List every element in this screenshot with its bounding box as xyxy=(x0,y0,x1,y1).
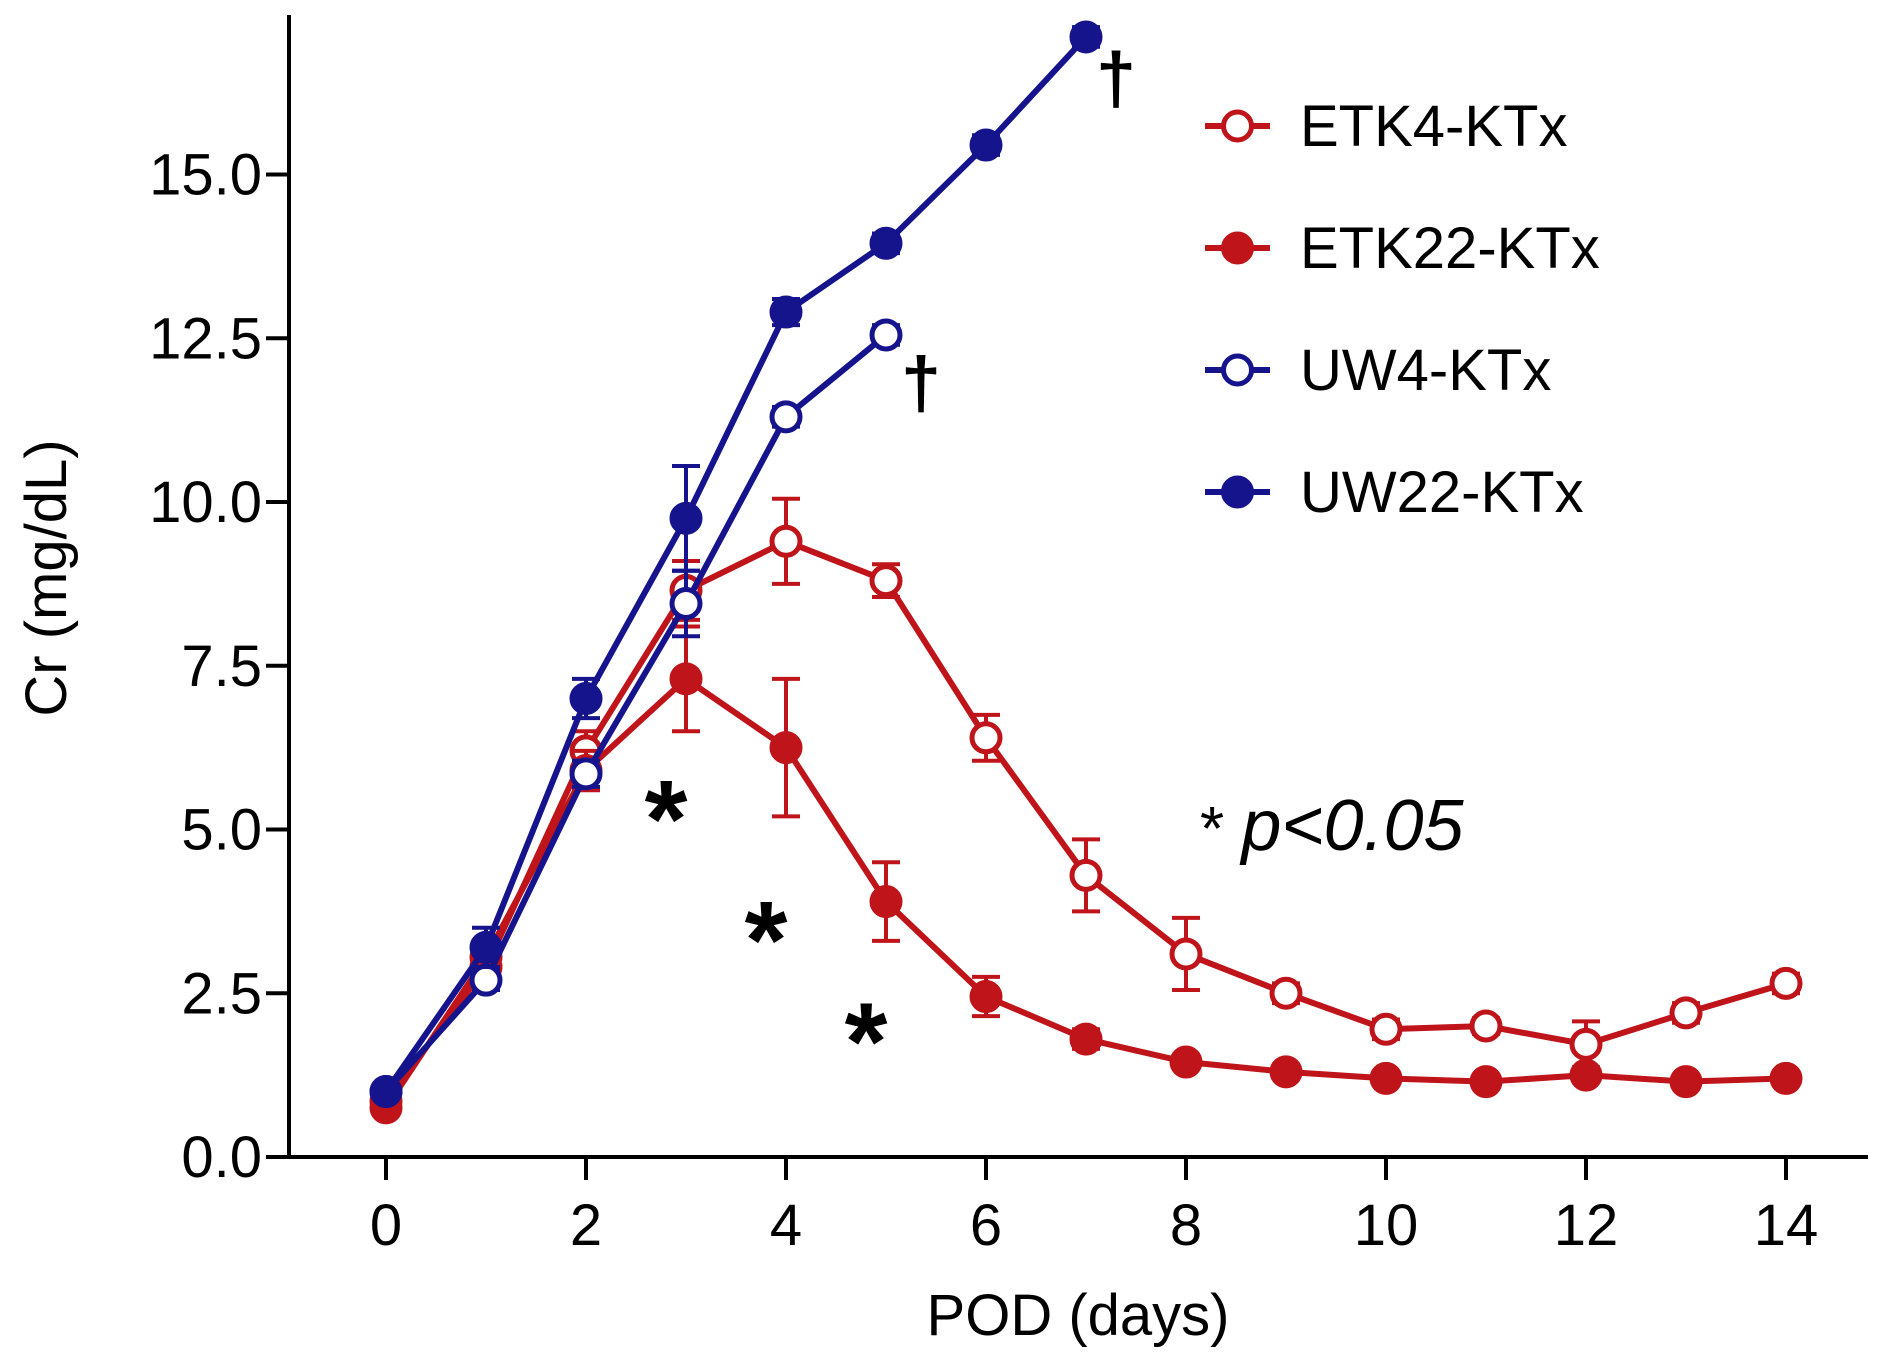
legend-marker xyxy=(1221,109,1254,143)
legend-marker xyxy=(1221,231,1254,265)
data-point xyxy=(469,963,503,997)
legend: ETK4-KTx ETK22-KTx UW4-KTx UW22-KTx xyxy=(1205,94,1600,525)
x-tick-label: 14 xyxy=(1754,1193,1819,1258)
y-tick-label: 12.5 xyxy=(149,306,262,371)
axes: 0.0 2.5 5.0 7.5 10.0 12.5 15.0 0 2 4 6 8 10 12 14 xyxy=(149,15,1868,1258)
legend-marker xyxy=(1221,353,1254,387)
x-tick-label: 6 xyxy=(970,1193,1002,1258)
y-axis-title: Cr (mg/dL) xyxy=(14,439,79,716)
data-point xyxy=(869,885,903,919)
data-point xyxy=(1069,20,1103,54)
data-point xyxy=(1769,1061,1803,1095)
data-point xyxy=(1169,937,1203,971)
data-point xyxy=(1069,1022,1103,1056)
x-tick-label: 4 xyxy=(770,1193,802,1258)
data-point xyxy=(669,587,703,621)
significance-star: * xyxy=(845,980,888,1103)
death-dagger: † xyxy=(901,344,941,424)
series-uw22-ktx xyxy=(369,20,1103,1108)
data-point xyxy=(1569,1027,1603,1061)
p-value-text: p<0.05 xyxy=(1239,786,1464,866)
p-value-star: * xyxy=(1200,795,1241,864)
y-tick-label: 0.0 xyxy=(181,1125,262,1190)
series-line xyxy=(383,34,1089,1094)
y-tick-label: 5.0 xyxy=(181,798,262,863)
significance-star: * xyxy=(745,879,788,1002)
data-point xyxy=(569,682,603,715)
data-point xyxy=(969,980,1003,1014)
data-point xyxy=(869,318,903,352)
series-etk22-ktx xyxy=(369,624,1803,1125)
data-point xyxy=(1769,966,1803,1000)
legend-label: UW4-KTx xyxy=(1300,338,1551,403)
data-point xyxy=(569,757,603,791)
data-point xyxy=(1469,1009,1503,1043)
data-point xyxy=(769,524,803,558)
legend-label: ETK4-KTx xyxy=(1300,94,1568,159)
legend-marker xyxy=(1221,475,1254,509)
x-tick-label: 2 xyxy=(570,1193,602,1258)
data-point xyxy=(1269,1055,1303,1089)
data-point xyxy=(1269,976,1303,1010)
data-point xyxy=(669,501,703,535)
data-point xyxy=(1669,996,1703,1030)
x-tick-label: 12 xyxy=(1554,1193,1619,1258)
significance-star: * xyxy=(645,758,688,881)
data-point xyxy=(469,930,503,964)
x-tick-label: 0 xyxy=(370,1193,402,1258)
legend-entry: ETK22-KTx xyxy=(1205,216,1600,281)
data-point xyxy=(769,400,803,434)
data-point xyxy=(869,226,903,260)
y-tick-label: 15.0 xyxy=(149,143,262,208)
data-point xyxy=(1369,1061,1403,1095)
data-point xyxy=(1469,1065,1503,1099)
legend-entry: ETK4-KTx xyxy=(1205,94,1568,159)
x-tick-label: 8 xyxy=(1170,1193,1202,1258)
x-tick-label: 10 xyxy=(1354,1193,1419,1258)
legend-entry: UW22-KTx xyxy=(1205,460,1584,525)
data-point xyxy=(969,721,1003,755)
data-point xyxy=(1169,1045,1203,1079)
series-line xyxy=(383,538,1787,1104)
legend-label: UW22-KTx xyxy=(1300,460,1584,525)
series-line xyxy=(383,332,888,1094)
x-axis-title: POD (days) xyxy=(927,1283,1230,1348)
data-point xyxy=(1369,1012,1403,1046)
p-value-note: * p<0.05 xyxy=(1200,786,1465,866)
death-dagger: † xyxy=(1096,39,1136,119)
y-ticks: 0.0 2.5 5.0 7.5 10.0 12.5 15.0 xyxy=(149,143,289,1190)
legend-entry: UW4-KTx xyxy=(1205,338,1551,403)
y-tick-label: 10.0 xyxy=(149,470,262,535)
y-tick-label: 2.5 xyxy=(181,961,262,1026)
data-point xyxy=(869,564,903,598)
data-point xyxy=(769,295,803,329)
legend-label: ETK22-KTx xyxy=(1300,216,1600,281)
data-point xyxy=(1069,858,1103,892)
data-point xyxy=(1569,1058,1603,1092)
data-point xyxy=(769,731,803,765)
x-ticks: 0 2 4 6 8 10 12 14 xyxy=(370,1157,1818,1258)
y-tick-label: 7.5 xyxy=(181,634,262,699)
annotation-layer: * * * † † * p<0.05 xyxy=(645,39,1465,1103)
data-point xyxy=(969,128,1003,162)
series-layer xyxy=(369,20,1803,1125)
data-point xyxy=(669,662,703,696)
data-point xyxy=(369,1075,403,1108)
series-uw4-ktx xyxy=(369,318,903,1108)
data-point xyxy=(1669,1065,1703,1099)
